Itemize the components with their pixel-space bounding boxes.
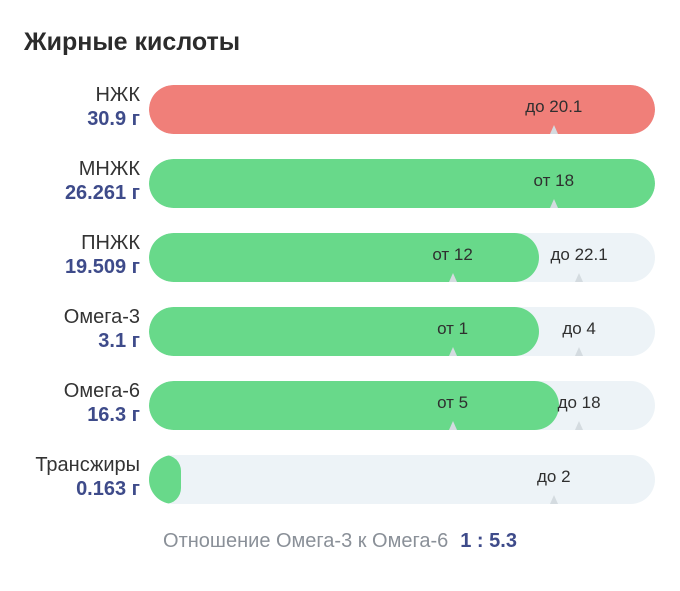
- progress-fill: [149, 307, 539, 356]
- nutrient-name: ПНЖК: [81, 232, 140, 254]
- progress-track: от 5 до 18: [149, 381, 655, 430]
- nutrient-amount: 26.261 г: [64, 182, 140, 204]
- norm-marker-label: от 18: [533, 171, 575, 190]
- progress-track: до 20.1: [149, 85, 655, 134]
- norm-marker-label: от 5: [437, 393, 469, 412]
- omega-ratio-label: Отношение Омега-3 к Омега-6: [163, 530, 449, 552]
- nutrient-name: Омега-3: [63, 306, 140, 328]
- nutrient-row: МНЖК 26.261 г от 18: [0, 157, 680, 209]
- progress-track: от 1 до 4: [149, 307, 655, 356]
- nutrient-label: Омега-3 3.1 г: [64, 305, 140, 353]
- norm-marker-label: до 2: [537, 467, 571, 486]
- omega-ratio-value: 1 : 5.3: [460, 530, 517, 552]
- progress-track: от 18: [149, 159, 655, 208]
- nutrient-label: МНЖК 26.261 г: [65, 157, 140, 205]
- norm-marker-label: до 18: [557, 393, 601, 412]
- nutrient-row: Трансжиры 0.163 г до 2: [0, 453, 680, 505]
- marker-triangle-icon: [448, 347, 457, 356]
- nutrient-label: НЖК 30.9 г: [87, 83, 140, 131]
- nutrient-row: Омега-3 3.1 г от 1 до 4: [0, 305, 680, 357]
- progress-fill: [149, 233, 539, 282]
- nutrient-name: МНЖК: [78, 158, 140, 180]
- nutrient-name: Трансжиры: [35, 454, 140, 476]
- nutrient-amount: 0.163 г: [76, 478, 140, 500]
- nutrient-row: ПНЖК 19.509 г от 12 до 22.1: [0, 231, 680, 283]
- nutrient-amount: 19.509 г: [64, 256, 140, 278]
- progress-fill: [149, 381, 559, 430]
- nutrient-amount: 30.9 г: [87, 108, 140, 130]
- progress-fill: [149, 85, 655, 134]
- nutrient-amount: 16.3 г: [87, 404, 140, 426]
- progress-fill: [149, 159, 655, 208]
- nutrient-label: Омега-6 16.3 г: [64, 379, 140, 427]
- marker-triangle-icon: [549, 125, 558, 134]
- progress-track: от 12 до 22.1: [149, 233, 655, 282]
- nutrient-name: НЖК: [95, 84, 140, 106]
- norm-marker-label: до 4: [562, 319, 596, 338]
- section-title: Жирные кислоты: [24, 28, 241, 56]
- progress-track: до 2: [149, 455, 655, 504]
- marker-triangle-icon: [549, 495, 558, 504]
- omega-ratio: Отношение Омега-3 к Омега-6 1 : 5.3: [0, 530, 680, 553]
- nutrient-row: Омега-6 16.3 г от 5 до 18: [0, 379, 680, 431]
- norm-marker-label: от 12: [432, 245, 473, 264]
- marker-triangle-icon: [575, 347, 584, 356]
- nutrient-row: НЖК 30.9 г до 20.1: [0, 83, 680, 135]
- nutrient-label: Трансжиры 0.163 г: [35, 453, 140, 501]
- marker-triangle-icon: [549, 199, 558, 208]
- norm-marker-label: до 22.1: [550, 245, 608, 264]
- marker-triangle-icon: [575, 421, 584, 430]
- nutrient-name: Омега-6: [63, 380, 140, 402]
- progress-fill: [149, 455, 181, 504]
- norm-marker-label: от 1: [437, 319, 469, 338]
- norm-marker-label: до 20.1: [525, 97, 583, 116]
- marker-triangle-icon: [448, 421, 457, 430]
- nutrient-amount: 3.1 г: [98, 330, 140, 352]
- marker-triangle-icon: [575, 273, 584, 282]
- marker-triangle-icon: [448, 273, 457, 282]
- nutrient-label: ПНЖК 19.509 г: [65, 231, 140, 279]
